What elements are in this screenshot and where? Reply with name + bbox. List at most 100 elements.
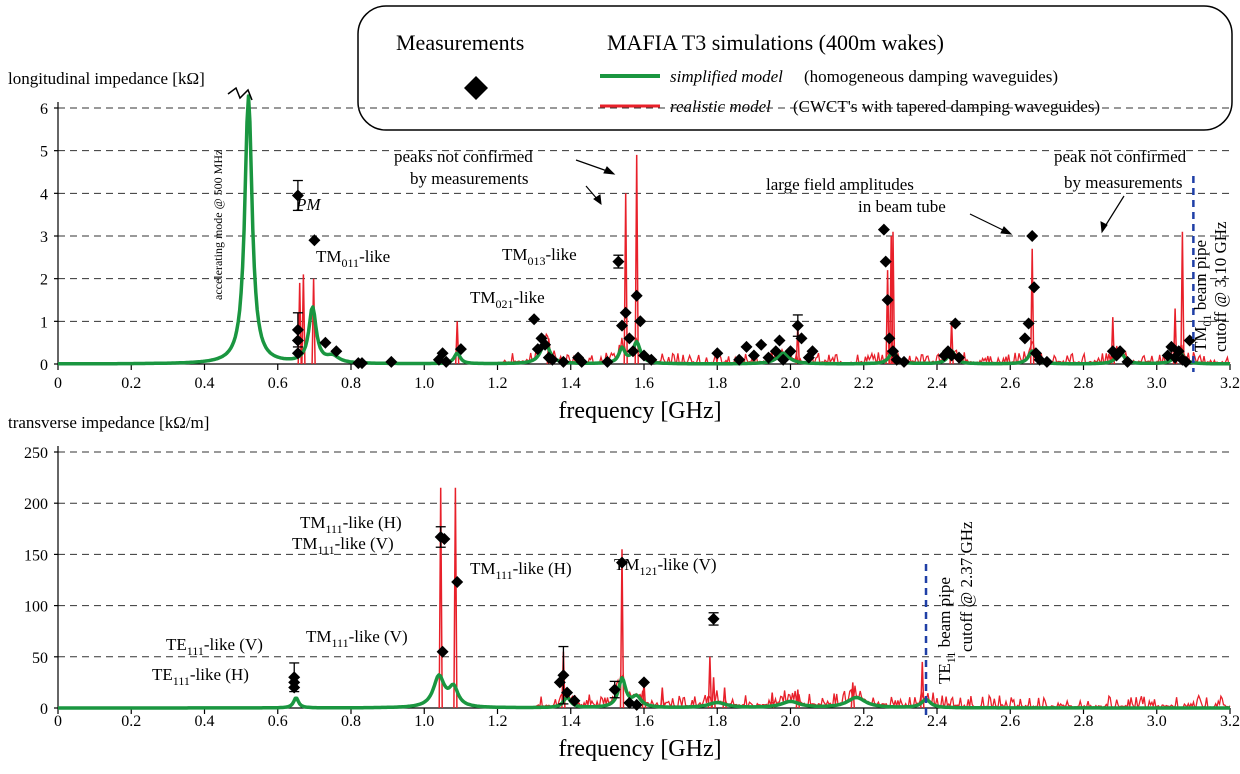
longitudinal-measurement-point bbox=[291, 323, 304, 336]
longitudinal-realistic-series bbox=[58, 96, 1231, 366]
longitudinal-realistic-peak bbox=[623, 193, 628, 365]
tm111-h-annotation-1: TM111-like (H) bbox=[300, 513, 402, 536]
longitudinal-measurement-point bbox=[528, 313, 541, 326]
longitudinal-measurement-point bbox=[791, 319, 804, 332]
transverse-measurement-point bbox=[557, 669, 570, 682]
transverse-ytick-label: 100 bbox=[24, 599, 48, 616]
legend-simulations-title: MAFIA T3 simulations (400m wakes) bbox=[607, 30, 944, 55]
longitudinal-measurement-point bbox=[454, 343, 467, 356]
transverse-xtick-label: 0.6 bbox=[268, 713, 288, 730]
longitudinal-measurement-point bbox=[616, 319, 628, 332]
annotation-arrows bbox=[575, 159, 1125, 235]
large-field-line1: large field amplitudes bbox=[766, 175, 914, 194]
arrow-head-2 bbox=[593, 194, 602, 206]
transverse-xtick-label: 0.4 bbox=[195, 713, 215, 730]
transverse-measurement-point bbox=[438, 533, 451, 545]
legend-frame bbox=[357, 5, 1233, 131]
transverse-xtick-label: 1.4 bbox=[561, 713, 581, 730]
tm111-v-annotation-2: TM111-like (V) bbox=[306, 627, 408, 650]
legend-simplified-label: simplified model bbox=[670, 67, 783, 86]
longitudinal-measurement-point bbox=[539, 338, 552, 351]
longitudinal-measurement-point bbox=[612, 255, 625, 268]
longitudinal-xtick-label: 3.0 bbox=[1147, 375, 1167, 392]
longitudinal-realistic-peak bbox=[1180, 231, 1185, 365]
longitudinal-xtick-label: 2.8 bbox=[1074, 375, 1094, 392]
arrow-head-1 bbox=[603, 166, 616, 175]
longitudinal-realistic-peak bbox=[301, 274, 306, 365]
peak-not-confirmed-line1: peak not confirmed bbox=[1054, 147, 1187, 166]
transverse-xtick-label: 2.8 bbox=[1074, 713, 1094, 730]
transverse-measurement-point bbox=[561, 686, 574, 699]
transverse-realistic-peak bbox=[660, 687, 665, 709]
longitudinal-measurement-point bbox=[1022, 317, 1035, 330]
longitudinal-measurement-point bbox=[308, 234, 321, 247]
accelerating-mode-annotation: accelerating mode @ 500 MHz bbox=[211, 150, 225, 300]
longitudinal-measurement-point bbox=[623, 332, 636, 345]
te11-cutoff-label-1: TE11 beam pipe bbox=[935, 577, 958, 684]
longitudinal-measurement-point bbox=[440, 355, 453, 368]
longitudinal-ytick-label: 4 bbox=[40, 186, 48, 203]
transverse-measurement-point bbox=[638, 676, 650, 689]
legend-measurements-label: Measurements bbox=[396, 30, 524, 55]
longitudinal-ytick-label: 1 bbox=[40, 314, 48, 331]
te111-v-annotation: TE111-like (V) bbox=[166, 635, 263, 658]
longitudinal-measurement-point bbox=[1172, 345, 1185, 358]
transverse-xtick-label: 1.6 bbox=[634, 713, 654, 730]
longitudinal-measurement-point bbox=[769, 345, 782, 358]
transverse-xtick-label: 3.2 bbox=[1220, 713, 1240, 730]
longitudinal-measurement-point bbox=[546, 353, 559, 366]
longitudinal-measurement-point bbox=[953, 351, 965, 364]
longitudinal-measurement-point bbox=[949, 317, 962, 330]
transverse-realistic-peak bbox=[438, 487, 443, 709]
transverse-measurement-point bbox=[630, 698, 643, 711]
legend-realistic-label: realistic model bbox=[670, 97, 771, 116]
transverse-ytick-label: 0 bbox=[40, 701, 48, 718]
longitudinal-measurement-point bbox=[1180, 355, 1192, 368]
longitudinal-measurement-point bbox=[795, 332, 808, 345]
longitudinal-measurement-point bbox=[436, 347, 449, 360]
longitudinal-ytick-label: 2 bbox=[40, 272, 48, 289]
longitudinal-realistic-peak bbox=[634, 154, 639, 365]
longitudinal-realistic-peak bbox=[311, 278, 316, 365]
longitudinal-panel: 0 1 2 3 4 5 6 0 0.2 0.4 0.6 0.8 1.0 1.2 1.4 1.6 1.8 2.0 2.… bbox=[40, 94, 1240, 392]
transverse-xtick-label: 1.2 bbox=[488, 713, 508, 730]
longitudinal-measurement-point bbox=[883, 332, 896, 345]
transverse-ytick-label: 200 bbox=[24, 496, 48, 513]
transverse-realistic-peak bbox=[711, 677, 716, 709]
transverse-xlabel: frequency [GHz] bbox=[558, 736, 721, 762]
legend-simplified-desc: (homogeneous damping waveguides) bbox=[804, 67, 1058, 86]
longitudinal-measurement-point bbox=[356, 357, 368, 370]
transverse-xtick-label: 3.0 bbox=[1147, 713, 1167, 730]
longitudinal-measurement-point bbox=[777, 353, 790, 366]
transverse-ytick-label: 150 bbox=[24, 547, 48, 564]
legend-realistic-desc: (CWCT's with tapered damping waveguides) bbox=[793, 97, 1100, 116]
longitudinal-measurement-point bbox=[601, 355, 614, 368]
transverse-measurement-point bbox=[568, 694, 581, 707]
longitudinal-xtick-label: 1.6 bbox=[634, 375, 654, 392]
transverse-xtick-label: 0 bbox=[54, 713, 62, 730]
longitudinal-measurement-point bbox=[630, 289, 643, 302]
arrow-head-3 bbox=[1000, 226, 1013, 235]
longitudinal-measurement-point bbox=[740, 340, 753, 353]
transverse-xtick-label: 2.0 bbox=[781, 713, 801, 730]
longitudinal-measurement-point bbox=[711, 347, 724, 360]
transverse-xtick-label: 0.8 bbox=[341, 713, 361, 730]
tm111-v-annotation-1: TM111-like (V) bbox=[292, 534, 394, 557]
te11-cutoff-label-2: cutoff @ 2.37 GHz bbox=[957, 521, 976, 652]
longitudinal-xtick-label: 0 bbox=[54, 375, 62, 392]
longitudinal-xtick-label: 2.6 bbox=[1000, 375, 1020, 392]
longitudinal-realistic-peak bbox=[890, 231, 896, 365]
longitudinal-measurement-point bbox=[877, 223, 890, 236]
transverse-realistic-peak bbox=[619, 549, 625, 709]
longitudinal-measurement-point bbox=[319, 336, 332, 349]
transverse-ylabel: transverse impedance [kΩ/m] bbox=[8, 413, 209, 432]
transverse-measurement-point bbox=[608, 683, 621, 696]
longitudinal-ytick-label: 3 bbox=[40, 229, 48, 246]
longitudinal-xtick-label: 2.2 bbox=[854, 375, 874, 392]
large-field-line2: in beam tube bbox=[858, 197, 946, 216]
tm01-cutoff-label-2: cutoff @ 3.10 GHz bbox=[1211, 221, 1230, 352]
transverse-xtick-label: 2.6 bbox=[1000, 713, 1020, 730]
transverse-xtick-label: 1.8 bbox=[707, 713, 727, 730]
transverse-realistic-peak bbox=[769, 692, 775, 709]
